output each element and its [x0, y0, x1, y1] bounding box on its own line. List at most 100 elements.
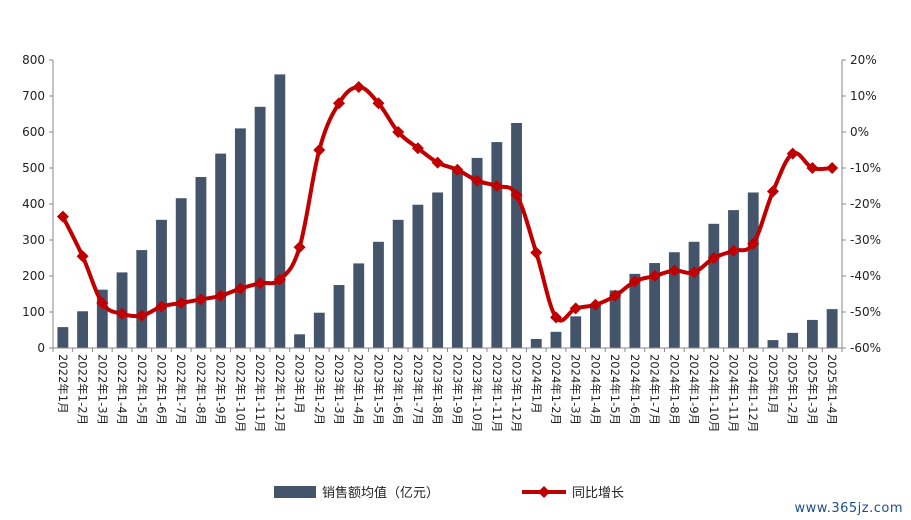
- x-tick-label: 2024年1-8月: [667, 354, 681, 425]
- growth-point: [273, 273, 286, 286]
- bar: [333, 285, 345, 348]
- y-left-tick-label: 200: [22, 269, 45, 283]
- watermark: www.365jz.com: [794, 501, 903, 516]
- x-tick-label: 2023年1-11月: [490, 354, 504, 432]
- x-tick-label: 2022年1-6月: [154, 354, 168, 425]
- growth-point: [747, 237, 760, 250]
- growth-point: [569, 302, 582, 315]
- growth-point: [194, 293, 207, 306]
- x-tick-label: 2023年1-8月: [431, 354, 445, 425]
- x-tick-label: 2022年1-12月: [273, 354, 287, 432]
- x-tick-label: 2022年1-2月: [76, 354, 90, 425]
- y-right-tick-label: -10%: [850, 161, 881, 175]
- growth-line: [61, 85, 833, 323]
- growth-point: [826, 162, 839, 174]
- x-tick-label: 2024年1-10月: [707, 354, 721, 432]
- x-tick-label: 2023年1-9月: [450, 354, 464, 425]
- growth-point: [451, 163, 464, 176]
- growth-point: [688, 266, 701, 279]
- legend-marker-growth: [538, 486, 550, 498]
- bar: [767, 340, 779, 348]
- x-tick-label: 2023年1-10月: [470, 354, 484, 432]
- growth-point: [96, 297, 109, 309]
- bar: [590, 304, 601, 348]
- bar: [254, 106, 266, 348]
- bar: [471, 157, 483, 348]
- y-right-tick-label: -30%: [850, 233, 881, 247]
- line-layer: [56, 81, 839, 324]
- y-right-tick-label: 0%: [850, 125, 869, 139]
- growth-point: [155, 300, 168, 313]
- y-right-tick-label: -50%: [850, 305, 881, 319]
- growth-point: [648, 270, 661, 282]
- growth-point: [490, 180, 503, 192]
- growth-point: [668, 264, 681, 277]
- legend-label-growth: 同比增长: [572, 486, 624, 501]
- growth-point: [116, 307, 129, 320]
- bar: [668, 252, 680, 348]
- legend: 销售额均值（亿元） 同比增长: [274, 485, 624, 501]
- bar: [787, 332, 799, 348]
- x-tick-label: 2023年1-7月: [411, 354, 425, 425]
- bar: [57, 327, 69, 348]
- bar: [294, 334, 305, 348]
- x-tick-label: 2025年1月: [766, 354, 780, 414]
- growth-point: [510, 189, 523, 201]
- growth-point: [56, 210, 69, 223]
- bar: [530, 339, 542, 348]
- bar: [234, 128, 246, 348]
- bar: [195, 177, 207, 348]
- growth-point: [530, 246, 543, 259]
- y-left-tick-label: 400: [22, 197, 45, 211]
- x-tick-label: 2022年1-8月: [194, 354, 208, 425]
- growth-point: [431, 156, 444, 169]
- x-tick-label: 2022年1-5月: [135, 354, 149, 425]
- growth-point: [707, 252, 720, 264]
- bar: [77, 311, 89, 348]
- legend-label-sales: 销售额均值（亿元）: [322, 485, 439, 501]
- growth-point: [214, 289, 227, 302]
- growth-point: [766, 185, 779, 198]
- legend-swatch-sales: [274, 486, 316, 498]
- x-tick-label: 2023年1-2月: [312, 354, 326, 425]
- x-tick-label: 2023年1月: [293, 354, 307, 414]
- bar: [175, 198, 187, 348]
- growth-point: [372, 97, 385, 110]
- growth-point: [352, 81, 365, 93]
- x-tick-label: 2024年1月: [529, 354, 543, 414]
- x-tick-label: 2024年1-4月: [588, 354, 602, 425]
- y-left-tick-label: 800: [22, 53, 45, 67]
- bar: [274, 74, 286, 349]
- bar: [96, 289, 108, 348]
- bar: [728, 210, 739, 348]
- bar: [708, 223, 720, 348]
- y-right-tick-label: -60%: [850, 341, 881, 355]
- growth-point: [411, 142, 424, 155]
- growth-point: [135, 309, 148, 322]
- bar: [156, 219, 167, 348]
- bar: [629, 273, 641, 348]
- axes-layer: 0 100 200 300 400 500 600 700 800 -60% -50% -40% -30…: [22, 53, 881, 432]
- growth-point: [254, 277, 267, 290]
- x-tick-label: 2024年1-6月: [628, 354, 642, 425]
- x-tick-label: 2022年1-11月: [253, 354, 267, 432]
- bar: [412, 204, 424, 348]
- y-left-tick-label: 500: [22, 161, 45, 175]
- bar: [136, 250, 148, 348]
- y-left-tick-label: 100: [22, 305, 45, 319]
- x-tick-label: 2022年1月: [56, 354, 70, 414]
- bar: [609, 290, 621, 348]
- x-tick-label: 2024年1-5月: [608, 354, 622, 425]
- x-tick-label: 2023年1-3月: [332, 354, 346, 425]
- x-tick-label: 2025年1-2月: [786, 354, 800, 425]
- y-right-tick-label: -40%: [850, 269, 881, 283]
- x-tick-label: 2023年1-12月: [510, 354, 524, 432]
- y-left-tick-label: 300: [22, 233, 45, 247]
- bar: [511, 123, 522, 348]
- bar: [806, 319, 818, 348]
- growth-point: [786, 147, 799, 160]
- bar: [570, 316, 582, 348]
- x-tick-label: 2024年1-3月: [569, 354, 583, 425]
- bar: [353, 263, 365, 348]
